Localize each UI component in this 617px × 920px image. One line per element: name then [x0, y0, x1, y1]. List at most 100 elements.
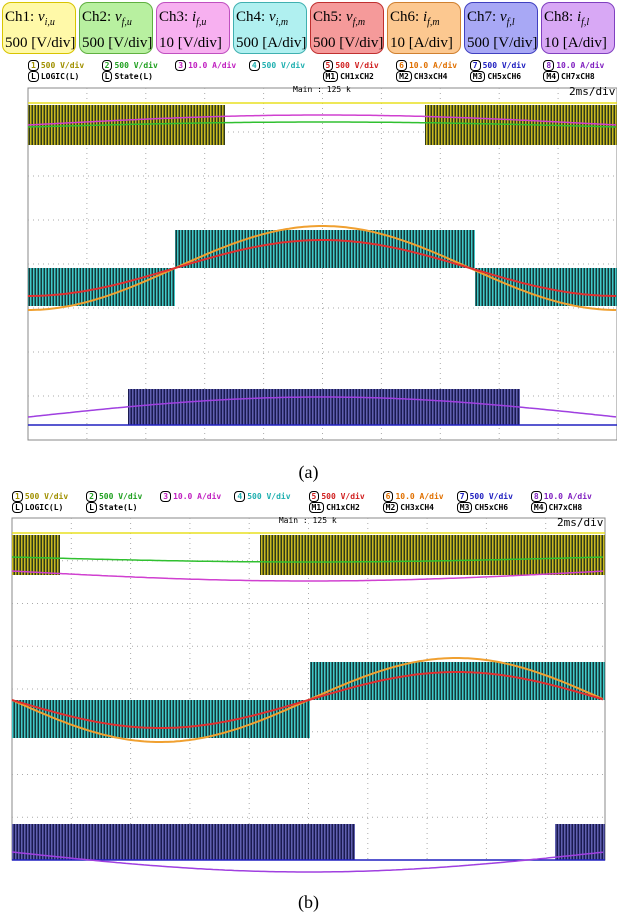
channel-number: 4: [249, 60, 260, 71]
channel-number: 1: [12, 491, 23, 502]
math-setting: M3CH5xCH6: [470, 72, 521, 81]
channel-scale: 10.0 A/div: [395, 492, 443, 501]
legend-item: Ch2: vf,u 500 [V/div]: [79, 2, 153, 54]
pwm-band: [12, 824, 355, 860]
legend-scale: 500 [A/div]: [236, 35, 306, 51]
legend-item: Ch6: if,m10 [A/div]: [387, 2, 461, 54]
channel-number: 6: [383, 491, 394, 502]
channel-setting: 610.0 A/div: [396, 61, 457, 70]
math-number: M4: [531, 502, 547, 513]
math-setting: M1CH1xCH2: [309, 503, 360, 512]
pwm-band: [12, 535, 60, 575]
channel-number: 1: [28, 60, 39, 71]
channel-number: 2: [102, 60, 113, 71]
legend-label: Ch4:: [236, 9, 265, 25]
pwm-band: [128, 389, 520, 425]
legend-symbol: v: [115, 9, 122, 25]
legend-sub: i,u: [45, 17, 55, 28]
pwm-band: [260, 535, 605, 575]
channel-setting: 2500 V/div: [86, 492, 142, 501]
channel-scale: 500 V/div: [321, 492, 364, 501]
channel-scale: 10.0 A/div: [188, 61, 236, 70]
legend-scale: 500 [V/div]: [82, 35, 152, 51]
timebase: 2ms/div: [569, 85, 615, 98]
channel-scale: 500 V/div: [483, 61, 526, 70]
math-text: CH7xCH8: [549, 503, 583, 512]
legend-sub: f,u: [122, 17, 132, 28]
math-number: M3: [457, 502, 473, 513]
legend-label: Ch2:: [82, 9, 111, 25]
main-rate: Main : 125 k: [293, 85, 351, 94]
channel-number: 8: [531, 491, 542, 502]
channel-setting: 1500 V/div: [12, 492, 68, 501]
channel-number: 7: [457, 491, 468, 502]
math-text: LOGIC(L): [41, 72, 80, 81]
caption: (a): [0, 462, 617, 483]
channel-number: 2: [86, 491, 97, 502]
channel-number: 4: [234, 491, 245, 502]
legend-label: Ch1:: [5, 9, 34, 25]
math-setting: M2CH3xCH4: [396, 72, 447, 81]
channel-scale: 500 V/div: [25, 492, 68, 501]
math-text: CH3xCH4: [414, 72, 448, 81]
math-number: M2: [383, 502, 399, 513]
scope-screens: [0, 0, 617, 920]
math-number: L: [12, 502, 23, 513]
math-text: CH1xCH2: [326, 503, 360, 512]
math-text: CH5xCH6: [487, 72, 521, 81]
legend-symbol: v: [38, 9, 45, 25]
channel-scale: 500 V/div: [114, 61, 157, 70]
legend-scale: 10 [A/div]: [390, 35, 453, 51]
legend-sub: f,m: [353, 17, 366, 28]
legend-label: Ch8:: [544, 9, 573, 25]
math-number: M4: [543, 71, 559, 82]
channel-number: 8: [543, 60, 554, 71]
page: {"legend":[ {"label":"Ch1:","symbol":"v"…: [0, 0, 617, 920]
legend-label: Ch5:: [313, 9, 342, 25]
main-rate: Main : 125 k: [279, 516, 337, 525]
legend-scale: 10 [V/div]: [159, 35, 222, 51]
math-text: CH3xCH4: [400, 503, 434, 512]
channel-scale: 10.0 A/div: [544, 492, 592, 501]
legend-item: Ch5: vf,m 500 [V/div]: [310, 2, 384, 54]
channel-number: 3: [175, 60, 186, 71]
math-number: M3: [470, 71, 486, 82]
legend-item: Ch8: if,l10 [A/div]: [541, 2, 615, 54]
legend-label: Ch3:: [159, 9, 188, 25]
caption: (b): [0, 892, 617, 913]
math-number: M1: [323, 71, 339, 82]
math-text: CH7xCH8: [561, 72, 595, 81]
channel-scale: 10.0 A/div: [173, 492, 221, 501]
math-number: L: [86, 502, 97, 513]
channel-scale: 500 V/div: [247, 492, 290, 501]
pwm-band: [475, 268, 617, 306]
math-text: CH1xCH2: [340, 72, 374, 81]
channel-scale: 500 V/div: [99, 492, 142, 501]
legend-sub: f,l: [507, 17, 515, 28]
legend-sub: f,l: [581, 17, 589, 28]
channel-scale: 500 V/div: [470, 492, 513, 501]
legend-scale: 500 [V/div]: [5, 35, 75, 51]
channel-scale: 10.0 A/div: [556, 61, 604, 70]
legend-sub: f,m: [427, 17, 440, 28]
math-number: L: [28, 71, 39, 82]
channel-scale: 500 V/div: [41, 61, 84, 70]
legend-scale: 500 [V/div]: [313, 35, 383, 51]
legend-symbol: v: [346, 9, 353, 25]
math-text: LOGIC(L): [25, 503, 64, 512]
legend-sub: i,m: [276, 17, 289, 28]
channel-number: 6: [396, 60, 407, 71]
legend-symbol: v: [500, 9, 507, 25]
